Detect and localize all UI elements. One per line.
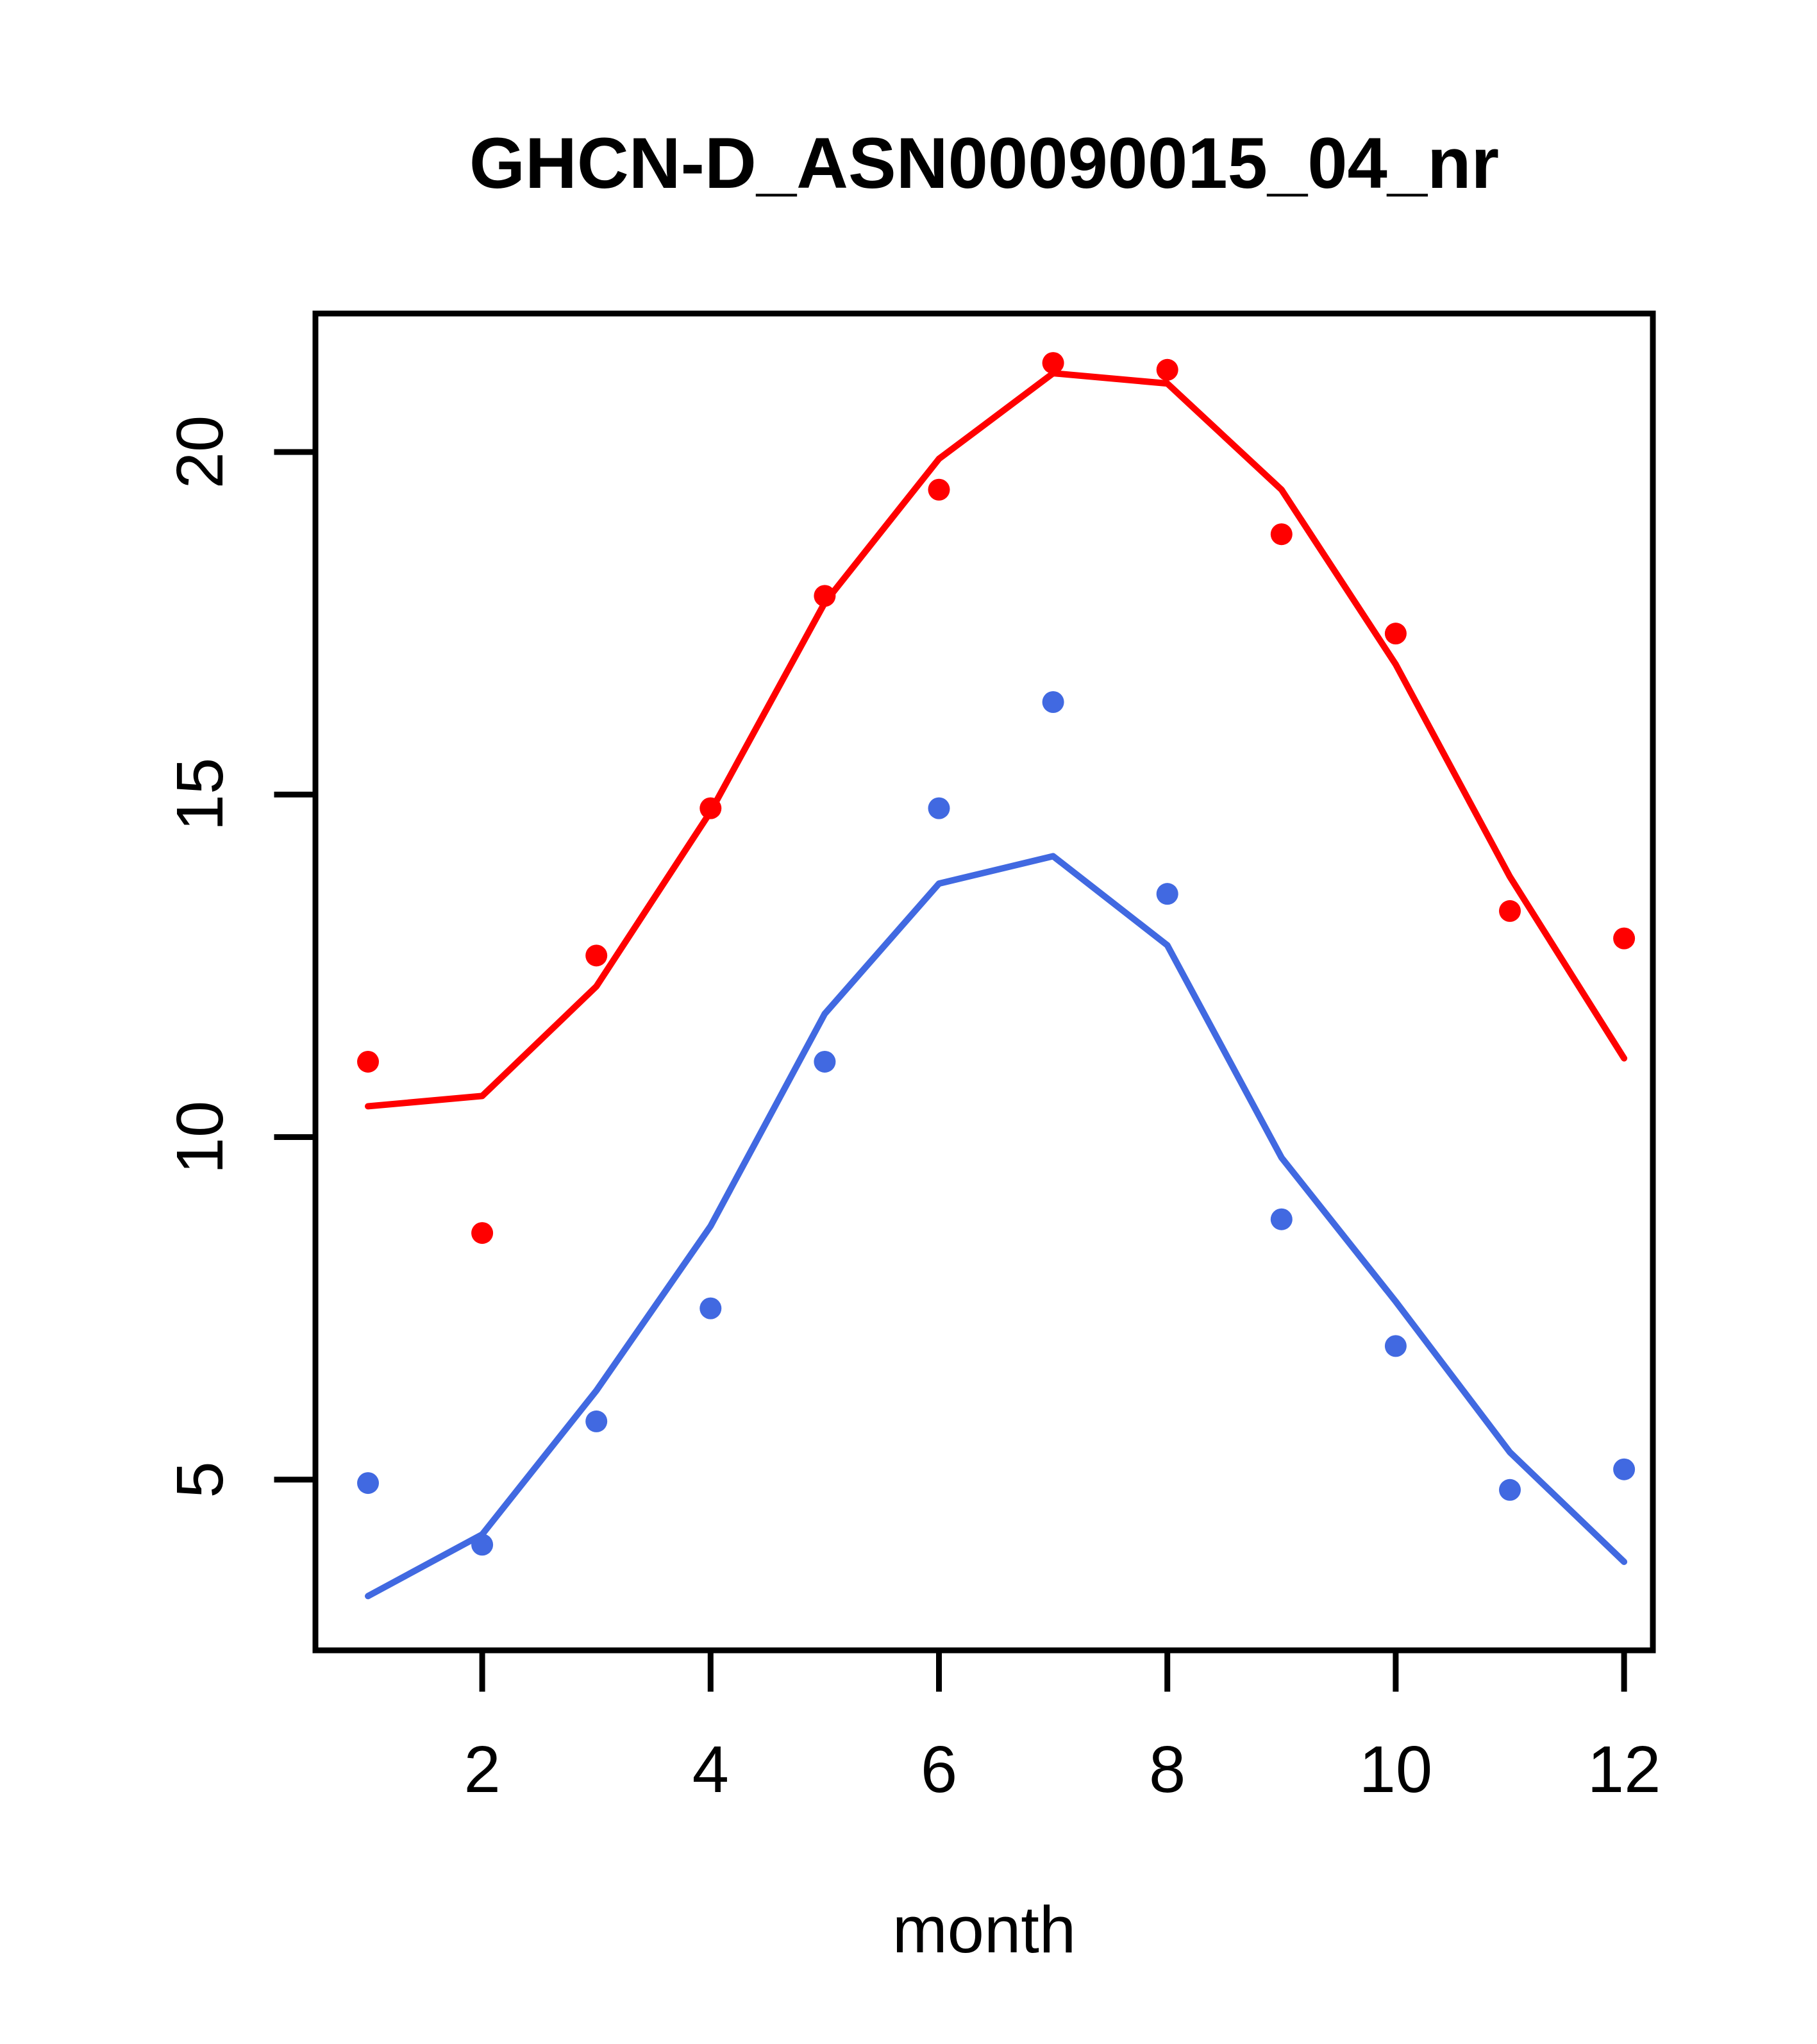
red-points-dot-2 <box>471 1222 494 1244</box>
blue-points-dot-12 <box>1613 1458 1636 1480</box>
x-axis-title: month <box>892 1893 1076 1966</box>
blue-points-dot-6 <box>928 797 950 819</box>
x-tick-label-4: 4 <box>692 1732 729 1806</box>
red-points-dot-1 <box>357 1050 379 1073</box>
blue-points-dot-10 <box>1384 1335 1407 1357</box>
x-tick-label-12: 12 <box>1587 1732 1661 1806</box>
blue-points-dot-3 <box>585 1410 608 1432</box>
red-points-dot-7 <box>1042 352 1064 374</box>
blue-points-dot-7 <box>1042 691 1064 714</box>
x-tick-label-8: 8 <box>1149 1732 1186 1806</box>
plot-frame <box>312 310 1656 1654</box>
blue-points-dot-9 <box>1270 1208 1293 1230</box>
x-tick-label-10: 10 <box>1359 1732 1433 1806</box>
red-points-dot-4 <box>699 797 722 819</box>
y-tick-label-15: 15 <box>163 757 237 832</box>
blue-points-dot-1 <box>357 1472 379 1495</box>
blue-points-dot-4 <box>699 1297 722 1319</box>
red-points-dot-6 <box>928 478 950 501</box>
blue-points-dot-2 <box>471 1534 494 1556</box>
y-tick-label-10: 10 <box>163 1100 237 1174</box>
blue-points-dot-11 <box>1499 1479 1521 1501</box>
red-points-dot-12 <box>1613 927 1636 950</box>
red-points-dot-8 <box>1156 358 1178 381</box>
x-tick-label-2: 2 <box>464 1732 501 1806</box>
red-points-dot-11 <box>1499 900 1521 922</box>
red-points-dot-10 <box>1384 623 1407 645</box>
blue-smooth-line <box>365 853 1628 1600</box>
red-points-dot-5 <box>814 585 836 607</box>
x-tick-label-6: 6 <box>920 1732 958 1806</box>
red-points-dot-3 <box>585 944 608 967</box>
red-smooth-line <box>365 370 1628 1110</box>
chart-title: GHCN-D_ASN00090015_04_nr <box>469 123 1500 203</box>
blue-points-dot-5 <box>814 1050 836 1073</box>
red-points-dot-9 <box>1270 523 1293 546</box>
y-tick-label-5: 5 <box>163 1461 237 1498</box>
y-tick-label-20: 20 <box>163 415 237 489</box>
blue-points-dot-8 <box>1156 883 1178 905</box>
